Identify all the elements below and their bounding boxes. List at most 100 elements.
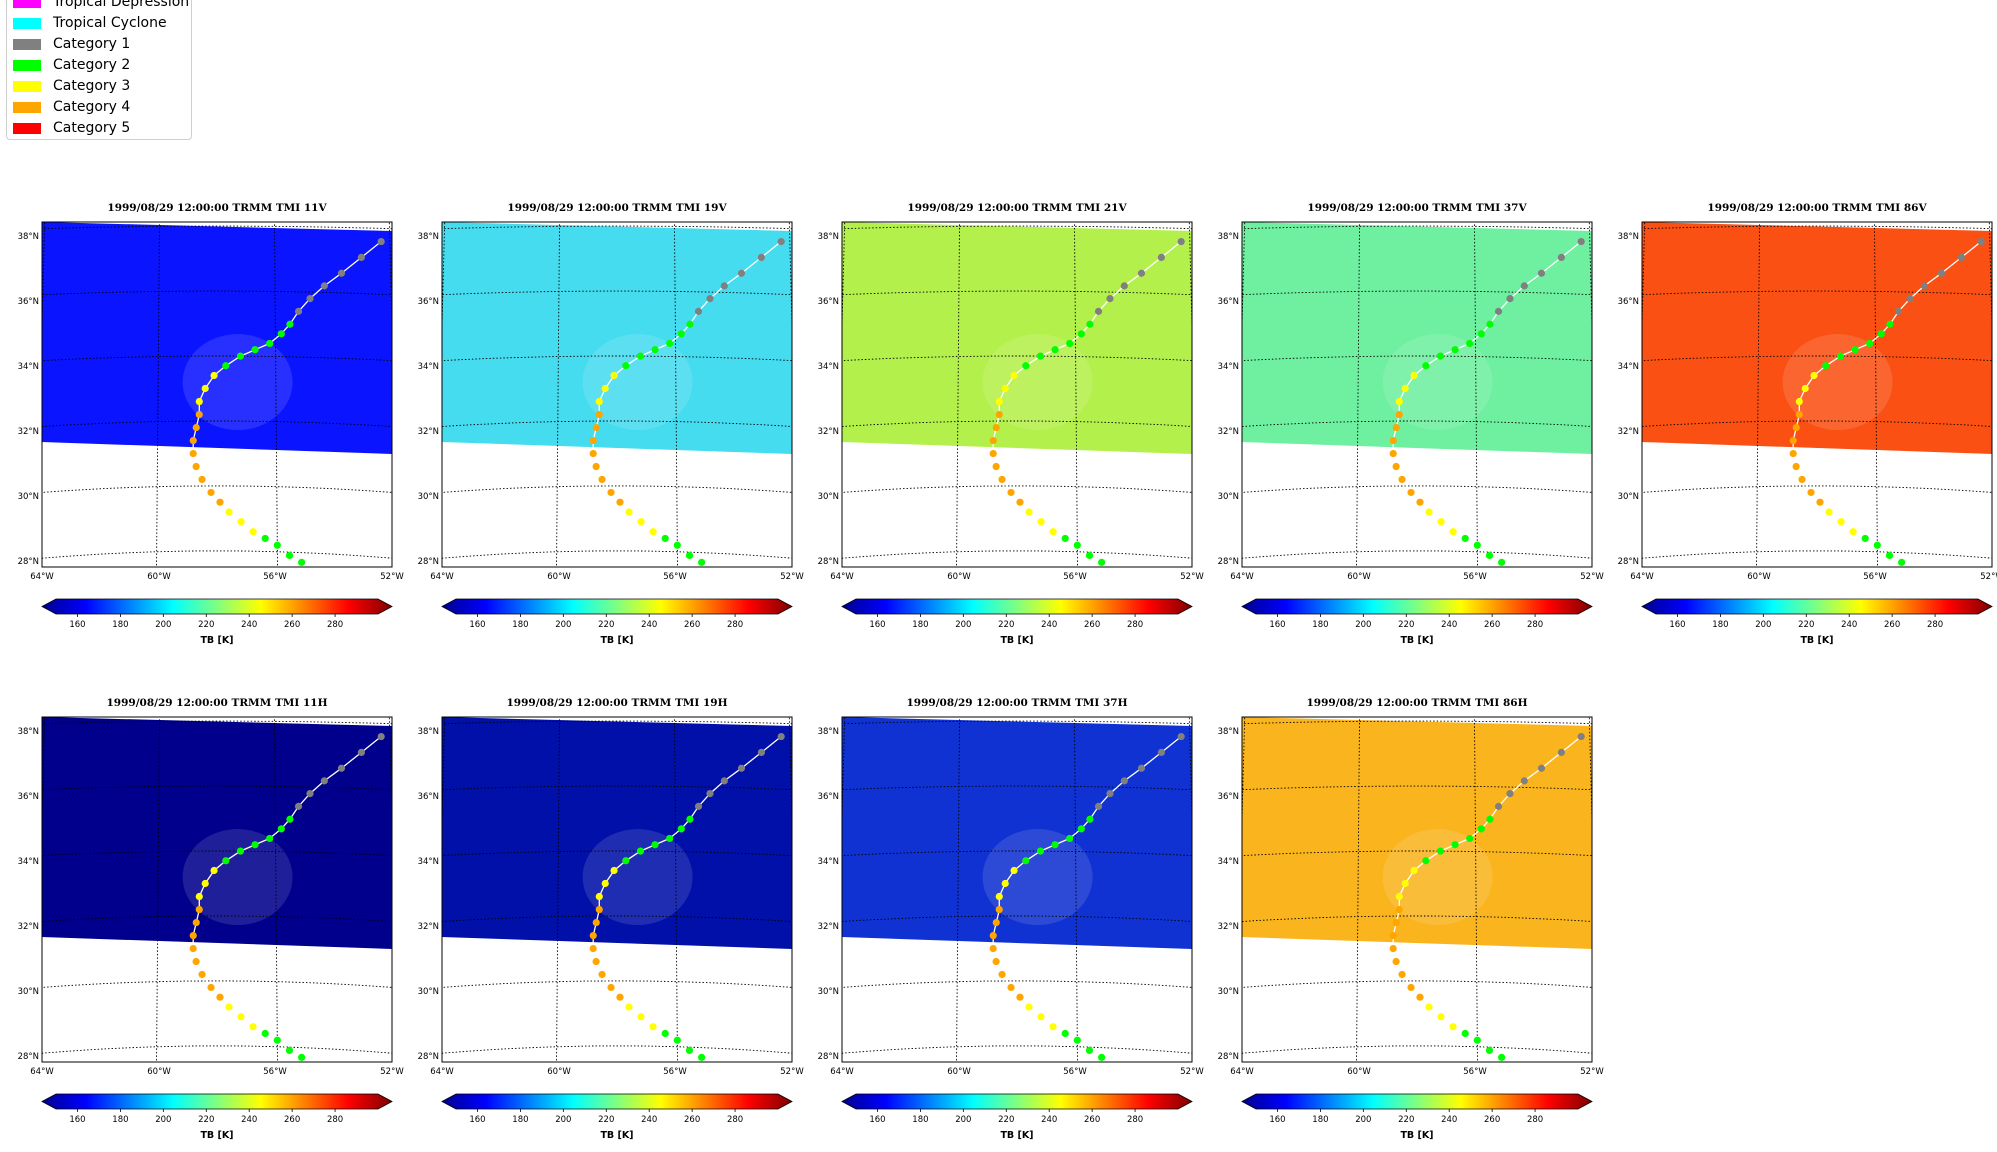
track-point xyxy=(1157,253,1165,262)
colorbar-tick-label: 220 xyxy=(998,620,1014,630)
colorbar-tick-label: 240 xyxy=(641,620,657,630)
lat-label: 30°N xyxy=(418,987,439,997)
legend-label: Category 1 xyxy=(53,36,131,52)
colorbar xyxy=(1641,598,1993,615)
lat-label: 38°N xyxy=(418,727,439,737)
colorbar-tick-label: 260 xyxy=(284,620,300,630)
colorbar-tick-label: 240 xyxy=(1041,1115,1057,1125)
track-point xyxy=(1795,410,1803,419)
track-point xyxy=(592,918,600,927)
lat-label: 36°N xyxy=(18,297,39,307)
lon-label: 64°W xyxy=(1630,572,1654,582)
track-point xyxy=(1792,462,1800,471)
brightness-temperature-map: 38°N 36°N 34°N 32°N 30°N 28°N 64°W 60°W 56°W 52°W… xyxy=(818,716,1204,1141)
colorbar-tick-label: 240 xyxy=(641,1115,657,1125)
colorbar-tick-label: 280 xyxy=(327,1115,343,1125)
track-point xyxy=(616,498,624,506)
track-point xyxy=(192,462,200,471)
lon-label: 56°W xyxy=(263,1067,287,1077)
lat-label: 32°N xyxy=(1618,427,1639,437)
track-point xyxy=(1849,528,1857,536)
track-point xyxy=(216,498,224,506)
brightness-temperature-map: 38°N 36°N 34°N 32°N 30°N 28°N 64°W 60°W 56°W 52°W… xyxy=(18,221,404,646)
track-point xyxy=(1494,802,1503,810)
track-point xyxy=(1001,384,1009,393)
track-point xyxy=(298,1053,306,1061)
legend-item: Category 2 xyxy=(13,55,130,75)
track-point xyxy=(192,423,200,432)
colorbar-tick-label: 200 xyxy=(955,1115,971,1125)
colorbar-tick-label: 280 xyxy=(1127,1115,1143,1125)
lon-label: 60°W xyxy=(547,1067,571,1077)
panel-title: 1999/08/29 12:00:00 TRMM TMI 37V xyxy=(1307,202,1527,214)
track-point xyxy=(1036,352,1045,360)
track-point xyxy=(1906,294,1914,303)
colorbar xyxy=(441,598,793,615)
track-point xyxy=(1822,362,1830,370)
track-point xyxy=(1577,237,1585,246)
track-point xyxy=(1086,815,1094,823)
colorbar xyxy=(1241,598,1593,615)
track-point xyxy=(1789,436,1797,445)
lat-label: 32°N xyxy=(818,922,839,932)
track-point xyxy=(998,475,1006,484)
colorbar xyxy=(441,1093,793,1110)
lat-label: 38°N xyxy=(1218,727,1239,737)
legend-label: Tropical Depression xyxy=(53,0,190,10)
track-point xyxy=(1036,847,1045,855)
colorbar-tick-label: 260 xyxy=(1084,620,1100,630)
track-point xyxy=(1477,825,1485,833)
track-point xyxy=(636,352,645,360)
track-point xyxy=(216,993,224,1001)
track-point xyxy=(1486,320,1494,328)
track-point xyxy=(1007,983,1015,992)
track-point xyxy=(757,748,765,757)
colorbar-tick-label: 160 xyxy=(869,1115,885,1125)
track-point xyxy=(592,462,600,471)
track-point xyxy=(636,847,645,855)
track-point xyxy=(1477,330,1485,338)
track-point xyxy=(720,777,728,785)
track-point xyxy=(286,320,294,328)
track-point xyxy=(589,436,597,445)
lat-label: 38°N xyxy=(18,232,39,242)
colorbar-tick-label: 180 xyxy=(1312,1115,1328,1125)
track-point xyxy=(1798,475,1806,484)
lon-label: 52°W xyxy=(1980,572,1997,582)
track-point xyxy=(589,944,597,953)
lon-label: 64°W xyxy=(830,1067,854,1077)
track-point xyxy=(1120,282,1128,290)
track-point xyxy=(306,789,314,798)
track-point xyxy=(1837,518,1845,526)
track-point xyxy=(1392,957,1400,966)
brightness-temperature-map: 38°N 36°N 34°N 32°N 30°N 28°N 64°W 60°W 56°W 52°W… xyxy=(1218,716,1604,1141)
colorbar-tick-label: 160 xyxy=(469,620,485,630)
colorbar-tick-label: 260 xyxy=(1484,1115,1500,1125)
track-point xyxy=(686,815,694,823)
track-point xyxy=(1157,748,1165,757)
track-point xyxy=(607,983,615,992)
track-point xyxy=(337,764,346,772)
track-point xyxy=(1395,892,1403,901)
track-point xyxy=(649,1023,657,1031)
panel-title: 1999/08/29 12:00:00 TRMM TMI 86H xyxy=(1306,697,1528,709)
legend-item: Category 5 xyxy=(13,118,130,138)
track-point xyxy=(616,993,624,1001)
track-point xyxy=(685,1046,694,1054)
track-point xyxy=(1025,1003,1033,1011)
lat-label: 34°N xyxy=(818,362,839,372)
track-point xyxy=(737,764,746,772)
brightness-temperature-map: 38°N 36°N 34°N 32°N 30°N 28°N 64°W 60°W 56°W 52°W… xyxy=(18,716,404,1141)
track-point xyxy=(1866,339,1874,348)
legend-label: Category 2 xyxy=(53,57,131,73)
panel-title: 1999/08/29 12:00:00 TRMM TMI 19V xyxy=(507,202,727,214)
track-point xyxy=(294,307,303,315)
lat-label: 36°N xyxy=(418,297,439,307)
track-point xyxy=(1051,841,1059,849)
lat-label: 34°N xyxy=(818,857,839,867)
track-point xyxy=(1557,748,1565,757)
track-point xyxy=(1466,339,1474,348)
colorbar-tick-label: 260 xyxy=(684,1115,700,1125)
track-point xyxy=(992,462,1000,471)
track-point xyxy=(1389,931,1397,940)
